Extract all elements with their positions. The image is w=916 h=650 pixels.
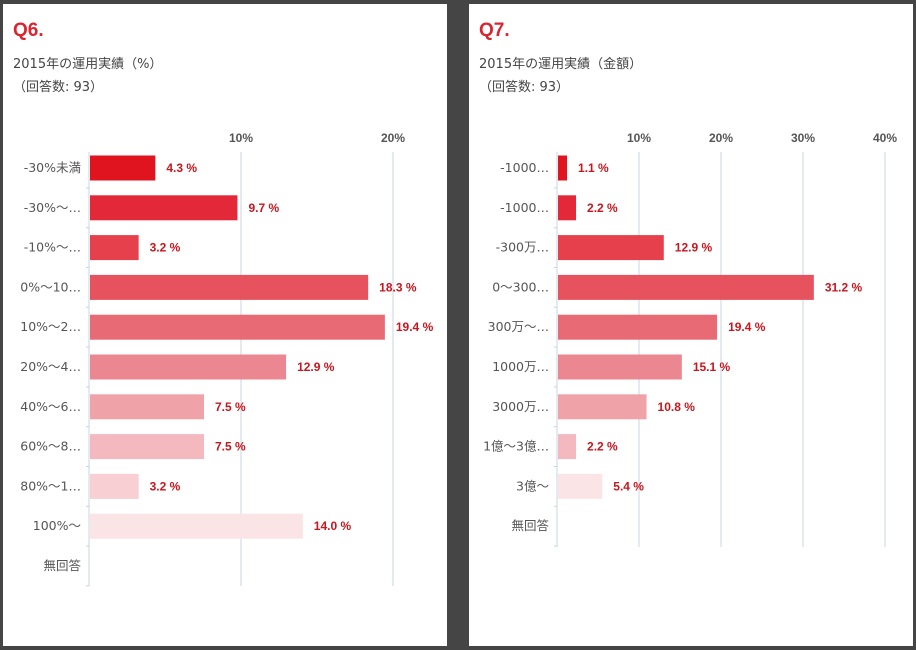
category-label: -1000…	[500, 160, 549, 175]
data-label: 2.2 %	[587, 201, 618, 215]
category-label: -10%～…	[24, 240, 81, 255]
category-label: -30%～…	[24, 200, 81, 215]
category-label: 10%～2…	[20, 319, 81, 334]
bar	[558, 473, 603, 499]
category-label: 100%～	[33, 518, 81, 533]
panel-label: Q7.	[479, 20, 510, 41]
x-tick-label: 10%	[627, 131, 651, 145]
data-label: 19.4 %	[396, 320, 434, 334]
bar-chart-q7: 10% 20% 30% 40% -1000… 1.1 % -1000… 2.2 % -300万……	[483, 131, 897, 547]
bar	[90, 394, 204, 420]
data-label: 1.1 %	[578, 161, 609, 175]
category-label: 無回答	[511, 518, 549, 533]
x-tick-label: 20%	[381, 131, 405, 145]
bar	[90, 354, 287, 380]
bar	[558, 195, 577, 221]
category-label: 0%～10…	[20, 279, 81, 294]
category-label: 20%～4…	[20, 359, 81, 374]
chart-title: 2015年の運用実績（%）	[13, 57, 163, 72]
category-label: 300万～…	[488, 319, 549, 334]
x-tick-label: 20%	[709, 131, 733, 145]
category-label: 3億～	[516, 478, 549, 493]
data-label: 5.4 %	[613, 479, 644, 493]
chart-subtitle: （回答数: 93）	[479, 80, 570, 95]
bar	[90, 155, 156, 181]
data-label: 3.2 %	[150, 479, 181, 493]
x-tick-label: 10%	[229, 131, 253, 145]
category-label: 0～300…	[492, 279, 549, 294]
chart-panel-q7: Q7. 2015年の運用実績（金額） （回答数: 93） 10% 20% 30% 40…	[469, 4, 913, 646]
bar	[90, 473, 139, 499]
data-label: 14.0 %	[314, 519, 352, 533]
bar	[558, 274, 814, 300]
category-label: -30%未満	[24, 160, 81, 175]
data-label: 31.2 %	[825, 280, 863, 294]
data-label: 10.8 %	[658, 400, 696, 414]
data-label: 9.7 %	[248, 201, 279, 215]
data-label: 4.3 %	[166, 161, 197, 175]
data-label: 12.9 %	[297, 360, 335, 374]
category-label: 40%～6…	[20, 399, 81, 414]
data-label: 7.5 %	[215, 400, 246, 414]
data-label: 2.2 %	[587, 440, 618, 454]
category-label: 80%～1…	[20, 478, 81, 493]
category-label: 1億～3億…	[483, 439, 549, 454]
data-label: 3.2 %	[150, 241, 181, 255]
category-label: 3000万…	[492, 399, 549, 414]
bar	[90, 434, 204, 460]
data-label: 19.4 %	[728, 320, 766, 334]
bar	[558, 314, 718, 340]
category-label: 無回答	[43, 558, 81, 573]
data-label: 7.5 %	[215, 440, 246, 454]
bar-chart-q6: 10% 20% -30%未満 4.3 % -30%～… 9.7 % -10%～… 3.2 % 0…	[20, 131, 434, 587]
category-label: -300万…	[496, 240, 549, 255]
bar	[558, 354, 682, 380]
bar	[558, 394, 647, 420]
chart-subtitle: （回答数: 93）	[13, 80, 104, 95]
bar	[90, 274, 369, 300]
category-label: 1000万…	[492, 359, 549, 374]
bar	[90, 235, 139, 261]
data-label: 12.9 %	[675, 241, 713, 255]
category-label: 60%～8…	[20, 439, 81, 454]
x-tick-label: 40%	[873, 131, 897, 145]
category-label: -1000…	[500, 200, 549, 215]
bar	[558, 434, 577, 460]
bar	[90, 513, 303, 539]
bar	[558, 155, 568, 181]
chart-title: 2015年の運用実績（金額）	[479, 57, 643, 72]
bar	[558, 235, 664, 261]
data-label: 18.3 %	[379, 280, 417, 294]
chart-panel-q6: Q6. 2015年の運用実績（%） （回答数: 93） 10% 20% -30%未満…	[3, 4, 447, 646]
bar	[90, 195, 238, 221]
bar	[90, 314, 385, 340]
x-tick-label: 30%	[791, 131, 815, 145]
data-label: 15.1 %	[693, 360, 731, 374]
panel-label: Q6.	[13, 20, 44, 41]
